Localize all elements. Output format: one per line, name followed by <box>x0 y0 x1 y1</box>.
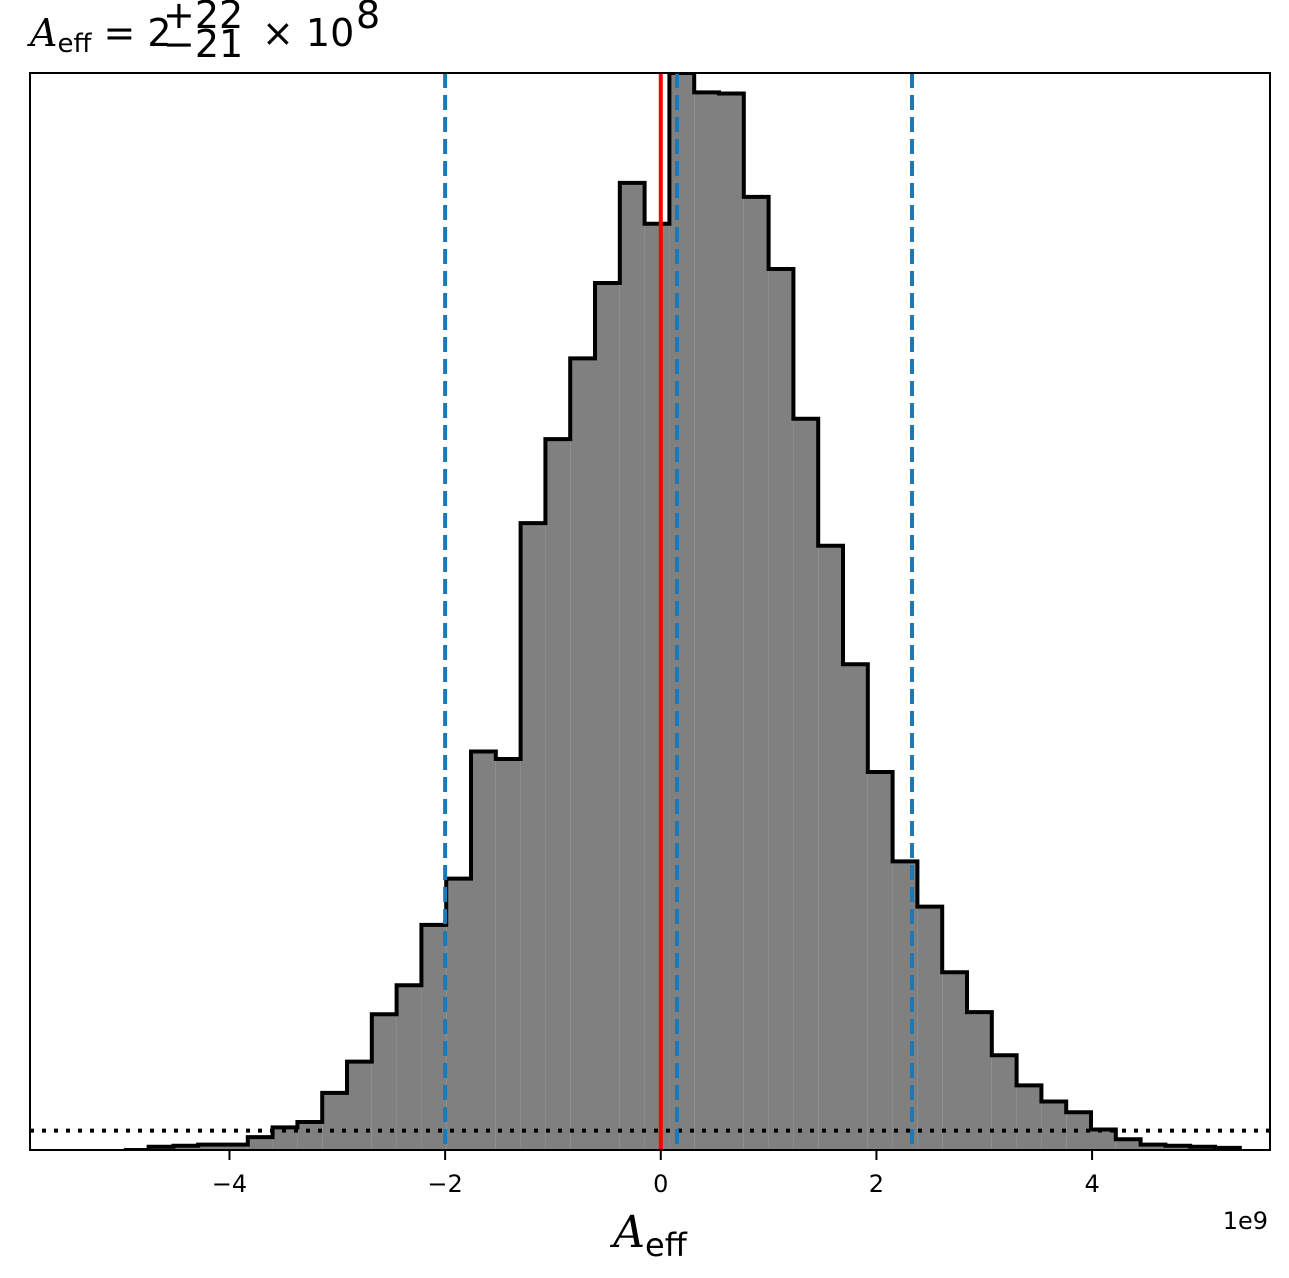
histogram-bar <box>223 1144 248 1150</box>
histogram-bar <box>520 523 546 1150</box>
title-sup: +22 <box>163 0 243 37</box>
histogram-bar <box>446 878 472 1150</box>
title-symbol-sub: eff <box>57 29 92 59</box>
x-tick-label: −2 <box>427 1170 462 1198</box>
histogram-bar <box>669 73 695 1150</box>
histogram-bar <box>247 1137 273 1150</box>
histogram-bar <box>371 1014 397 1150</box>
histogram-bar <box>471 751 496 1150</box>
x-axis-ticks: −4 −2 0 2 4 <box>212 1150 1100 1198</box>
x-offset-label: 1e9 <box>1223 1207 1268 1235</box>
histogram-bar <box>396 985 422 1150</box>
histogram-bar <box>942 972 968 1150</box>
histogram-bar <box>843 664 868 1150</box>
histogram-outline <box>123 73 1242 1150</box>
histogram-bar <box>545 439 571 1150</box>
histogram-bar <box>743 196 769 1150</box>
histogram-bar <box>694 92 720 1150</box>
chart-title: Aeff = 2 +22 −21 × 10 8 <box>27 0 380 66</box>
x-tick-label: 2 <box>869 1170 884 1198</box>
histogram-bar <box>570 358 596 1150</box>
histogram-bar <box>198 1144 224 1150</box>
histogram-bar <box>818 545 844 1150</box>
histogram-bar <box>1140 1144 1166 1150</box>
x-tick-label: 4 <box>1084 1170 1099 1198</box>
histogram-bar <box>421 924 447 1150</box>
svg-text:Aeff = 2: Aeff = 2 <box>27 11 172 59</box>
histogram-bar <box>991 1055 1017 1150</box>
title-base: 2 <box>147 11 171 55</box>
histogram-bar <box>595 283 620 1150</box>
histogram-bar <box>173 1145 199 1150</box>
histogram-bar <box>272 1127 298 1150</box>
histogram-bar <box>619 182 645 1150</box>
x-axis-label: Aeff <box>609 1207 687 1264</box>
x-axis-label-symbol: A <box>609 1207 645 1258</box>
plot-inner <box>30 73 1270 1150</box>
axes-frame <box>29 72 1271 1151</box>
histogram-bar <box>793 418 819 1150</box>
histogram-bar <box>347 1061 372 1150</box>
histogram-bar <box>322 1092 348 1150</box>
histogram-bar <box>495 759 521 1150</box>
histogram-bar <box>1165 1145 1191 1150</box>
histogram-bar <box>297 1121 323 1150</box>
histogram-bar <box>1091 1129 1116 1150</box>
histogram-bar <box>1016 1085 1042 1150</box>
x-axis-label-sub: eff <box>645 1226 688 1264</box>
histogram-bar <box>1041 1101 1067 1150</box>
histogram-bar <box>967 1012 992 1150</box>
title-equals: = <box>91 11 147 55</box>
histogram-bar <box>644 223 670 1150</box>
histogram-bar <box>917 906 943 1150</box>
title-symbol: A <box>27 11 57 55</box>
histogram-bar <box>1115 1139 1141 1150</box>
x-tick-label: −4 <box>212 1170 247 1198</box>
histogram-bar <box>867 771 893 1150</box>
x-tick-label: 0 <box>653 1170 668 1198</box>
histogram-bar <box>768 269 794 1150</box>
plot-area <box>29 72 1271 1151</box>
title-sub: −21 <box>163 22 243 66</box>
title-times: × 10 <box>262 11 354 55</box>
title-exponent: 8 <box>356 0 380 37</box>
histogram-bar <box>719 93 744 1150</box>
